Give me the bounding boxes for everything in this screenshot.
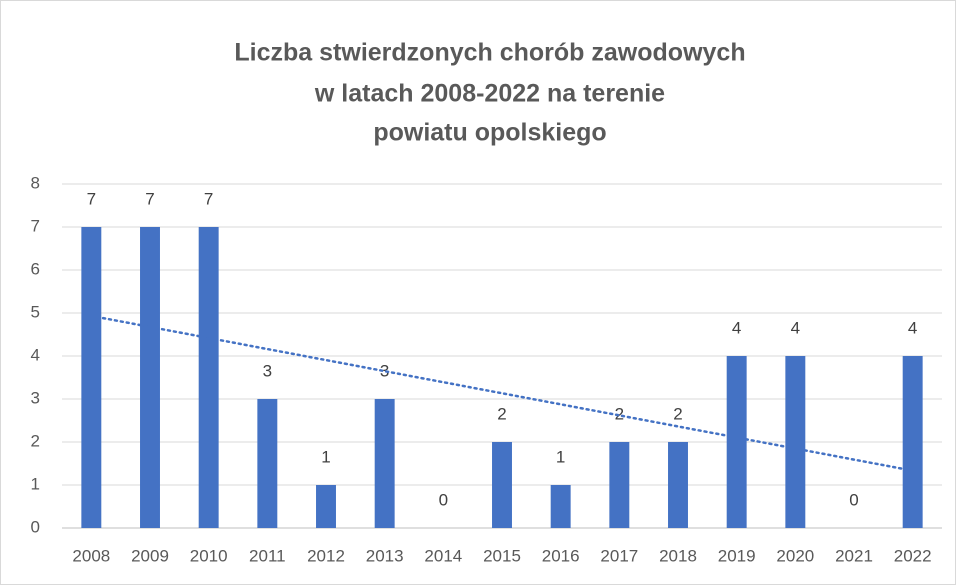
data-label: 1 xyxy=(556,447,565,466)
x-tick-label: 2012 xyxy=(307,546,345,565)
x-tick-label: 2020 xyxy=(776,546,814,565)
bar xyxy=(726,356,747,528)
data-label: 4 xyxy=(791,318,800,337)
bar xyxy=(492,442,512,528)
data-label: 7 xyxy=(145,189,154,208)
x-tick-label: 2014 xyxy=(424,546,462,565)
x-tick-label: 2013 xyxy=(366,546,404,565)
data-label: 7 xyxy=(87,189,96,208)
y-tick-label: 8 xyxy=(31,173,40,192)
bar xyxy=(140,227,160,528)
bar xyxy=(609,442,630,528)
data-label: 7 xyxy=(204,189,213,208)
data-label: 2 xyxy=(615,404,624,423)
y-tick-label: 2 xyxy=(31,431,40,450)
chart-title: powiatu opolskiego xyxy=(373,119,606,147)
x-tick-label: 2016 xyxy=(542,546,580,565)
y-tick-label: 0 xyxy=(31,517,40,536)
bar xyxy=(785,356,806,528)
y-tick-label: 6 xyxy=(31,259,40,278)
x-tick-label: 2010 xyxy=(190,546,228,565)
x-tick-label: 2022 xyxy=(894,546,932,565)
bar xyxy=(550,485,571,528)
bar xyxy=(316,485,336,528)
data-label: 0 xyxy=(439,490,448,509)
x-tick-label: 2015 xyxy=(483,546,521,565)
data-label: 1 xyxy=(321,447,330,466)
data-label: 4 xyxy=(732,318,741,337)
bar xyxy=(374,399,395,528)
chart-title: Liczba stwierdzonych chorób zawodowych xyxy=(234,39,745,67)
chart-title: w latach 2008-2022 na terenie xyxy=(314,80,665,108)
trendline xyxy=(90,314,914,472)
x-tick-label: 2017 xyxy=(600,546,638,565)
data-label: 3 xyxy=(380,361,389,380)
x-tick-label: 2018 xyxy=(659,546,697,565)
data-label: 2 xyxy=(497,404,506,423)
y-tick-label: 7 xyxy=(31,216,40,235)
y-tick-label: 4 xyxy=(31,345,40,364)
bar xyxy=(668,442,688,528)
data-label: 4 xyxy=(908,318,917,337)
data-label: 3 xyxy=(263,361,272,380)
data-label: 2 xyxy=(673,404,682,423)
bar xyxy=(257,399,278,528)
x-tick-label: 2021 xyxy=(835,546,873,565)
y-tick-label: 3 xyxy=(31,388,40,407)
y-tick-label: 5 xyxy=(31,302,40,321)
data-label: 0 xyxy=(849,490,858,509)
bar xyxy=(198,227,219,528)
bar xyxy=(81,227,102,528)
x-tick-label: 2008 xyxy=(72,546,110,565)
x-tick-label: 2019 xyxy=(718,546,756,565)
x-tick-label: 2009 xyxy=(131,546,169,565)
x-tick-label: 2011 xyxy=(249,546,286,565)
bar xyxy=(902,356,923,528)
y-tick-label: 1 xyxy=(31,474,40,493)
